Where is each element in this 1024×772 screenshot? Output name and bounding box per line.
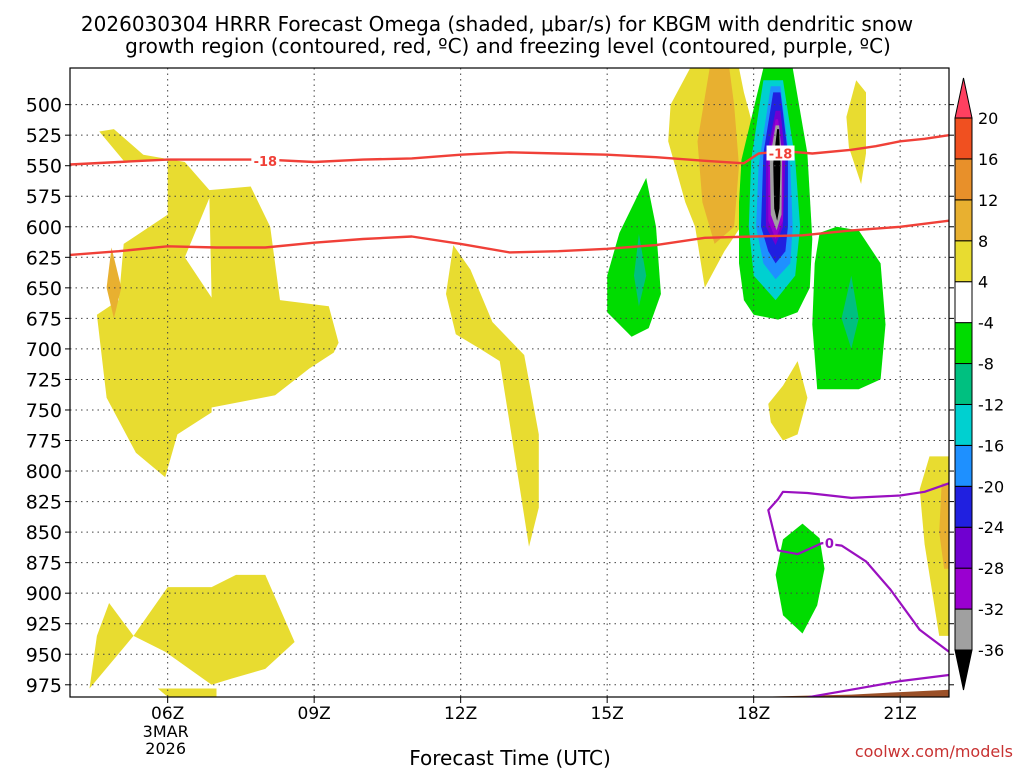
colorbar-label: 4: [978, 273, 988, 292]
y-tick-label: 925: [26, 614, 62, 636]
axes: 500 525 550 575 600 625 650 675 700 725 750 775 800 8…: [26, 67, 954, 758]
y-tick-label: 850: [26, 522, 62, 544]
x-tick-sublabel-year: 2026: [145, 739, 186, 758]
chart-title-line1: 2026030304 HRRR Forecast Omega (shaded, …: [81, 12, 913, 36]
plot-frame: [69, 67, 950, 698]
colorbar-label: -16: [978, 436, 1004, 455]
omega-shaded-region: [846, 80, 866, 184]
dgz-bottom-minus12-contour: [70, 219, 949, 257]
colorbar-swatch: [954, 240, 973, 283]
y-tick-label: 525: [26, 125, 62, 147]
colorbar-label: 16: [978, 150, 998, 169]
plot-content: -18 -18 0: [70, 68, 949, 697]
colorbar-label: -24: [978, 518, 1004, 537]
contour-label-background: [766, 145, 795, 161]
x-axis-label: Forecast Time (UTC): [409, 746, 611, 768]
chart-title-line2: growth region (contoured, red, ºC) and f…: [125, 34, 891, 58]
omega-shaded-region: [106, 247, 122, 319]
y-tick-label: 775: [26, 431, 62, 453]
y-tick-label: 650: [26, 278, 62, 300]
x-tick-label: 15Z: [591, 704, 624, 724]
colorbar-swatch: [954, 322, 973, 365]
omega-shaded-region: [841, 275, 859, 349]
colorbar-swatch: [954, 199, 973, 242]
freezing-level-0c-contour: [767, 482, 949, 653]
colorbar-label: -36: [978, 641, 1004, 660]
colorbar-label: -4: [978, 314, 994, 333]
dgz-top-minus18-contour: [70, 134, 949, 166]
colorbar-swatch: [954, 281, 973, 324]
watermark-text: coolwx.com/models: [855, 742, 1013, 761]
y-tick-label: 800: [26, 461, 62, 483]
omega-shaded-region: [89, 603, 134, 689]
x-tick-label: 06Z: [151, 704, 184, 724]
colorbar-label: 12: [978, 191, 998, 210]
colorbar-swatch: [954, 567, 973, 610]
colorbar-label: -28: [978, 559, 1004, 578]
x-tick-sublabel-date: 3MAR: [143, 722, 189, 741]
omega-shaded-region: [96, 129, 339, 478]
terrain-surface: [70, 689, 949, 697]
colorbar-label: -20: [978, 477, 1004, 496]
y-tick-label: 625: [26, 247, 62, 269]
contour-label: 0: [825, 537, 834, 552]
omega-shaded-region: [446, 245, 539, 547]
colorbar-label: -8: [978, 355, 994, 374]
y-tick-label: 550: [26, 156, 62, 178]
omega-shaded-region: [607, 177, 661, 337]
y-tick-label: 700: [26, 339, 62, 361]
x-tick-label: 09Z: [298, 704, 331, 724]
plot-area: -18 -18 0: [70, 68, 949, 697]
colorbar-label: 20: [978, 109, 998, 128]
contour-label: -18: [254, 155, 278, 170]
y-tick-label: 575: [26, 186, 62, 208]
colorbar-swatch: [954, 608, 973, 651]
colorbar-label: -12: [978, 395, 1004, 414]
colorbar-top-arrow: [954, 77, 973, 119]
colorbar-swatch: [954, 444, 973, 487]
colorbar: -36 -32 -28 -24 -20 -16 -12 -8 -4 4 8 12 16 20: [954, 77, 1004, 691]
y-tick-label: 875: [26, 553, 62, 575]
y-tick-label: 600: [26, 217, 62, 239]
freezing-level-surface-contour: [802, 673, 949, 697]
colorbar-swatch: [954, 117, 973, 160]
y-tick-label: 675: [26, 308, 62, 330]
contour-label-background: [251, 152, 280, 168]
y-tick-label: 950: [26, 644, 62, 666]
contour-label-background: [823, 535, 836, 551]
omega-shaded-region: [775, 523, 825, 634]
colorbar-swatch: [954, 485, 973, 528]
colorbar-bottom-arrow: [954, 649, 973, 691]
y-tick-label: 900: [26, 583, 62, 605]
colorbar-label: 8: [978, 232, 988, 251]
colorbar-swatch: [954, 363, 973, 405]
colorbar-swatch: [954, 158, 973, 201]
contour-label: -18: [769, 147, 793, 162]
colorbar-swatch: [954, 526, 973, 569]
colorbar-swatch: [954, 403, 973, 446]
omega-shaded-region: [939, 483, 949, 569]
omega-shaded-region: [697, 68, 739, 244]
y-tick-label: 750: [26, 400, 62, 422]
y-tick-label: 725: [26, 369, 62, 391]
y-tick-label: 825: [26, 492, 62, 514]
colorbar-label: -32: [978, 600, 1004, 619]
y-tick-label: 500: [26, 95, 62, 117]
omega-shaded-region: [133, 574, 295, 685]
x-tick-label: 21Z: [884, 704, 917, 724]
x-tick-label: 12Z: [444, 704, 477, 724]
x-tick-label: 18Z: [737, 704, 770, 724]
omega-shaded-region: [768, 361, 808, 441]
y-tick-label: 975: [26, 675, 62, 697]
omega-shaded-region: [157, 688, 217, 697]
